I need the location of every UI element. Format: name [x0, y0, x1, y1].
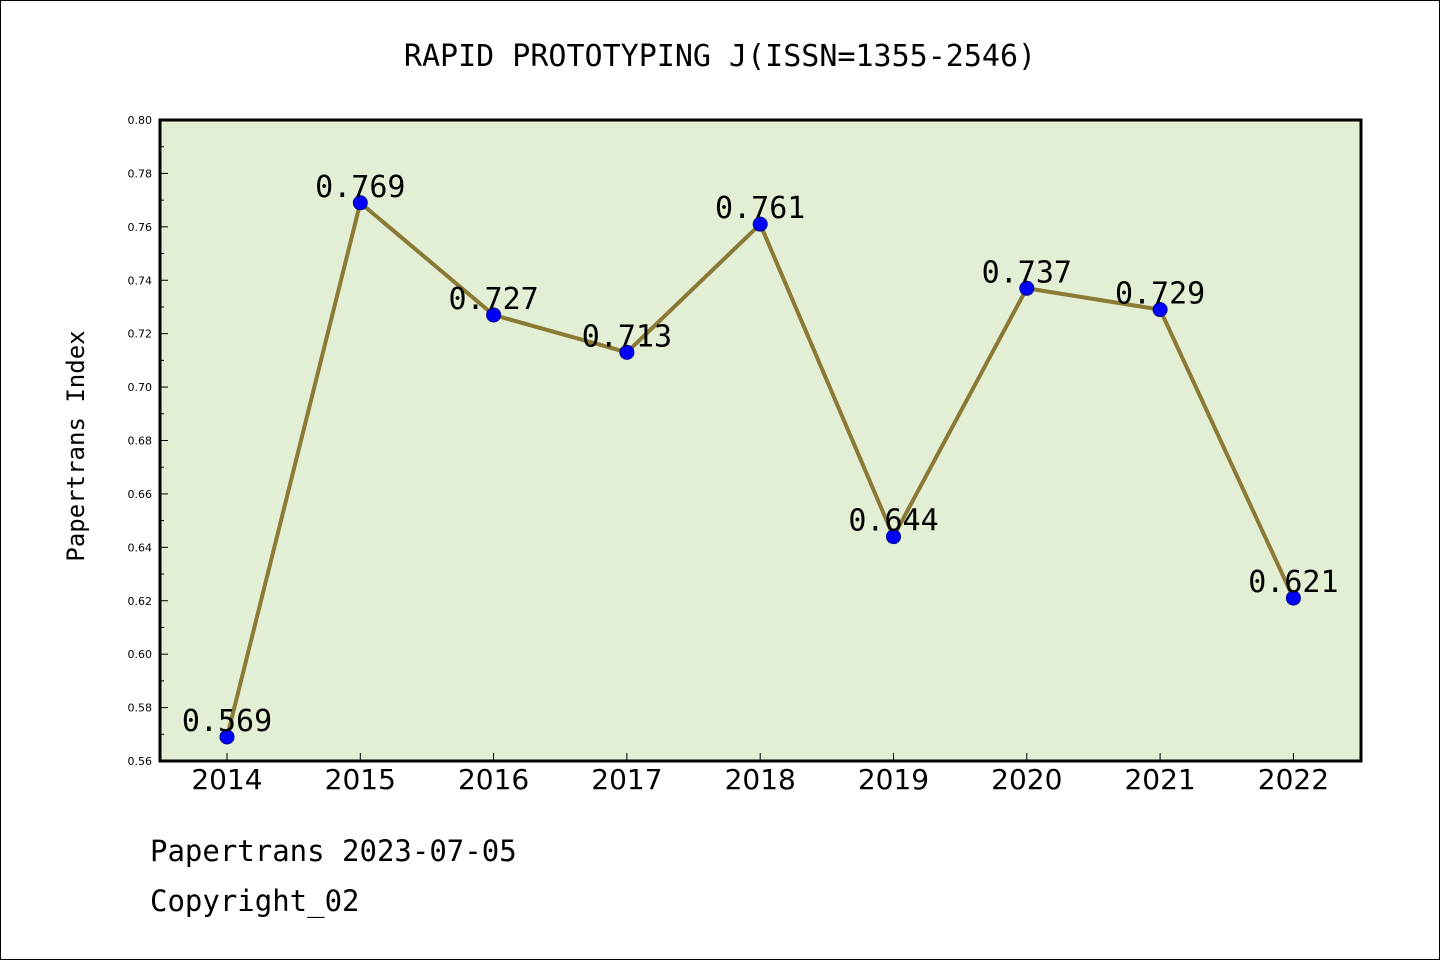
data-point — [619, 344, 635, 360]
y-tick-label: 0.60 — [128, 648, 153, 661]
y-tick-label: 0.76 — [128, 221, 153, 234]
axis-ticks: 0.56 0.58 0.60 0.62 0.64 0.66 0.68 0.70 0.72 0.74… — [128, 114, 1330, 796]
data-label: 0.729 — [1115, 277, 1205, 312]
x-tick-label: 2018 — [725, 763, 796, 796]
data-point — [886, 529, 901, 545]
data-label: 0.621 — [1248, 565, 1338, 600]
data-point — [486, 307, 502, 323]
footer-copyright: Copyright_02 — [150, 884, 360, 918]
data-point — [1019, 280, 1035, 296]
y-tick-label: 0.56 — [128, 755, 153, 768]
data-point — [752, 216, 768, 232]
y-tick-label: 0.70 — [128, 381, 153, 394]
x-tick-label: 2016 — [458, 763, 529, 796]
series-layer — [219, 195, 1301, 745]
data-label: 0.769 — [315, 170, 405, 205]
data-label: 0.727 — [448, 282, 538, 317]
x-tick-label: 2014 — [191, 763, 262, 796]
data-point — [1152, 302, 1168, 318]
x-tick-label: 2021 — [1124, 763, 1195, 796]
y-tick-label: 0.66 — [128, 488, 153, 501]
x-tick-label: 2015 — [325, 763, 396, 796]
data-point — [219, 729, 235, 745]
y-tick-label: 0.68 — [128, 435, 153, 448]
y-tick-label: 0.72 — [128, 328, 153, 341]
chart-title: RAPID PROTOTYPING J(ISSN=1355-2546) — [404, 39, 1036, 74]
x-tick-label: 2017 — [591, 763, 662, 796]
data-label: 0.737 — [982, 255, 1072, 290]
footer-date: Papertrans 2023-07-05 — [150, 834, 517, 868]
data-labels: 0.569 0.769 0.727 0.713 0.761 0.644 0.737 0.729… — [182, 170, 1339, 739]
data-point — [352, 195, 368, 211]
plot-border — [158, 118, 1363, 763]
x-tick-label: 2020 — [991, 763, 1062, 796]
y-tick-label: 0.78 — [128, 167, 153, 180]
y-tick-label: 0.80 — [128, 114, 153, 127]
data-label: 0.713 — [582, 319, 672, 354]
y-axis-label: Papertrans Index — [62, 330, 90, 561]
y-tick-label: 0.62 — [128, 595, 153, 608]
data-label: 0.569 — [182, 704, 272, 739]
data-point — [1285, 590, 1301, 606]
x-tick-label: 2022 — [1258, 763, 1329, 796]
data-label: 0.644 — [848, 504, 938, 539]
y-tick-label: 0.64 — [128, 541, 153, 554]
y-tick-label: 0.58 — [128, 702, 153, 715]
y-tick-label: 0.74 — [128, 274, 153, 287]
data-label: 0.761 — [715, 191, 805, 226]
x-tick-label: 2019 — [858, 763, 929, 796]
